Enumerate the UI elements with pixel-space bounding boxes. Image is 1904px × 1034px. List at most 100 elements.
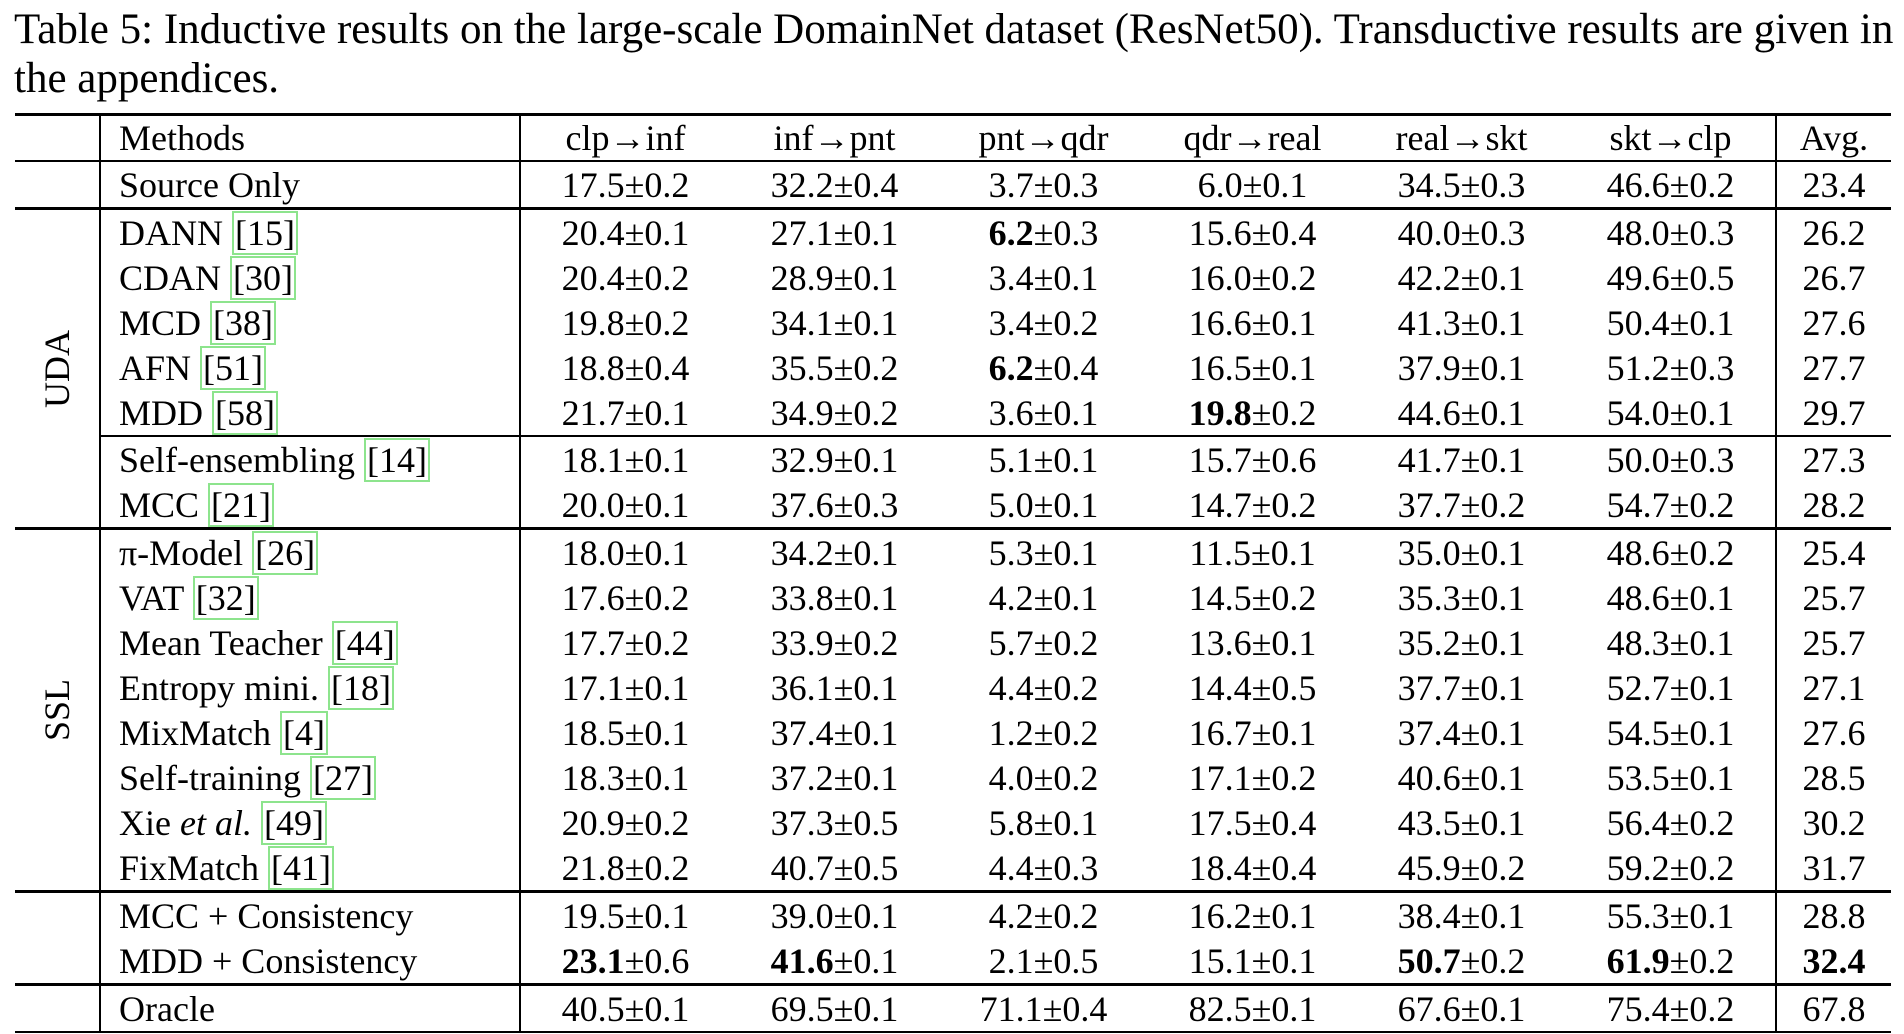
citation-link[interactable]: [4]	[279, 710, 328, 755]
citation-link[interactable]: [41]	[268, 845, 334, 890]
citation-link[interactable]: [14]	[363, 437, 430, 482]
table-row: Xie et al. [49] 20.9±0.2 37.3±0.5 5.8±0.1 17…	[15, 800, 1891, 846]
score-stderr: ±0.2	[1251, 484, 1317, 525]
score-value: 15.7	[1188, 439, 1252, 480]
citation-link[interactable]: [51]	[200, 345, 267, 390]
score-cell: 42.2±0.1	[1357, 255, 1566, 300]
score-stderr: ±0.1	[833, 667, 899, 708]
score-stderr: ±0.2	[1460, 847, 1526, 888]
score-value: 50.0	[1606, 439, 1670, 480]
method-cell: MDD [58]	[100, 390, 521, 437]
citation-link[interactable]: [32]	[192, 575, 259, 620]
score-value: 3.4	[988, 302, 1034, 343]
avg-cell: 27.3	[1775, 435, 1891, 483]
score-cell: 49.6±0.5	[1566, 255, 1776, 300]
method-cell: DANN [15]	[100, 207, 521, 256]
score-value: 32.2	[770, 164, 834, 205]
citation-link[interactable]: [58]	[212, 390, 278, 435]
score-stderr: ±0.1	[833, 532, 899, 573]
score-cell: 35.0±0.1	[1357, 527, 1566, 576]
citation-link[interactable]: [49]	[260, 800, 327, 845]
score-value: 28.5	[1802, 757, 1866, 798]
score-value: 37.4	[1397, 712, 1461, 753]
score-cell: 34.5±0.3	[1357, 160, 1566, 209]
score-stderr: ±0.4	[1251, 212, 1317, 253]
score-cell: 5.0±0.1	[939, 482, 1148, 529]
score-cell: 69.5±0.1	[730, 983, 939, 1033]
score-cell: 48.6±0.1	[1566, 575, 1776, 620]
score-cell: 40.7±0.5	[730, 845, 939, 892]
score-value: 15.6	[1188, 212, 1252, 253]
score-stderr: ±0.1	[1033, 257, 1099, 298]
avg-cell: 27.6	[1775, 710, 1891, 756]
method-cell: FixMatch [41]	[100, 845, 521, 892]
method-name: MCC + Consistency	[119, 895, 414, 936]
score-cell: 20.4±0.1	[520, 207, 730, 256]
score-value: 33.8	[770, 577, 834, 618]
score-cell: 14.5±0.2	[1148, 575, 1357, 620]
citation-link[interactable]: [44]	[331, 620, 398, 665]
score-value: 17.1	[561, 667, 625, 708]
citation-link[interactable]: [21]	[208, 482, 275, 527]
score-cell: 17.1±0.2	[1148, 755, 1357, 800]
score-stderr: ±0.1	[624, 667, 690, 708]
score-value: 40.5	[561, 988, 625, 1029]
score-value: 48.6	[1606, 532, 1670, 573]
score-cell: 38.4±0.1	[1357, 890, 1566, 939]
score-cell: 3.4±0.1	[939, 255, 1148, 300]
citation-link[interactable]: [26]	[252, 530, 319, 575]
score-cell: 41.6±0.1	[730, 938, 939, 985]
score-cell: 4.2±0.1	[939, 575, 1148, 620]
score-value: 18.8	[561, 347, 625, 388]
score-value: 37.7	[1397, 667, 1461, 708]
group-column-header	[15, 114, 101, 163]
score-stderr: ±0.1	[1251, 302, 1317, 343]
avg-cell: 29.7	[1775, 390, 1891, 437]
citation-link[interactable]: [18]	[328, 665, 394, 710]
score-value: 16.5	[1188, 347, 1252, 388]
citation-link[interactable]: [15]	[232, 210, 298, 255]
table-row: MCD [38] 19.8±0.2 34.1±0.1 3.4±0.2 16.6±0.1 4…	[15, 300, 1891, 346]
score-cell: 14.7±0.2	[1148, 482, 1357, 529]
score-value: 11.5	[1189, 532, 1251, 573]
score-stderr: ±0.2	[1033, 757, 1099, 798]
score-cell: 37.9±0.1	[1357, 345, 1566, 390]
score-stderr: ±0.1	[1460, 347, 1526, 388]
score-stderr: ±0.2	[1033, 622, 1099, 663]
score-value: 20.0	[561, 484, 625, 525]
citation-link[interactable]: [38]	[210, 300, 277, 345]
score-stderr: ±0.3	[1460, 164, 1526, 205]
group-cell: UDA	[15, 207, 101, 529]
header-row: Methods clp→inf inf→pnt pnt→qdr qdr→real…	[15, 114, 1891, 163]
score-stderr: ±0.2	[624, 622, 690, 663]
method-cell: Oracle	[100, 983, 521, 1033]
score-value: 32.9	[770, 439, 834, 480]
method-cell: Self-training [27]	[100, 755, 521, 801]
score-cell: 50.7±0.2	[1357, 938, 1566, 985]
citation-link[interactable]: [30]	[230, 255, 296, 300]
score-value: 17.6	[561, 577, 625, 618]
method-cell: CDAN [30]	[100, 255, 521, 301]
score-cell: 2.1±0.5	[939, 938, 1148, 985]
score-cell: 23.1±0.6	[520, 938, 730, 985]
score-stderr: ±0.5	[1669, 257, 1735, 298]
score-cell: 33.8±0.1	[730, 575, 939, 620]
score-cell: 37.7±0.1	[1357, 665, 1566, 710]
score-cell: 55.3±0.1	[1566, 890, 1776, 939]
score-stderr: ±0.1	[1251, 988, 1317, 1029]
score-stderr: ±0.1	[624, 439, 690, 480]
score-stderr: ±0.1	[1460, 532, 1526, 573]
citation-link[interactable]: [27]	[309, 755, 376, 800]
score-stderr: ±0.2	[1251, 392, 1317, 433]
score-value: 19.8	[561, 302, 625, 343]
avg-cell: 27.7	[1775, 345, 1891, 391]
score-stderr: ±0.4	[1042, 988, 1108, 1029]
table-row: Source Only 17.5±0.2 32.2±0.4 3.7±0.3 6.0±0.…	[15, 160, 1891, 209]
score-stderr: ±0.1	[1033, 392, 1099, 433]
col-header-avg: Avg.	[1775, 114, 1891, 163]
score-cell: 35.5±0.2	[730, 345, 939, 390]
score-cell: 71.1±0.4	[939, 983, 1148, 1033]
score-value: 31.7	[1802, 847, 1866, 888]
method-name: Source Only	[119, 164, 300, 205]
method-cell: Mean Teacher [44]	[100, 620, 521, 666]
